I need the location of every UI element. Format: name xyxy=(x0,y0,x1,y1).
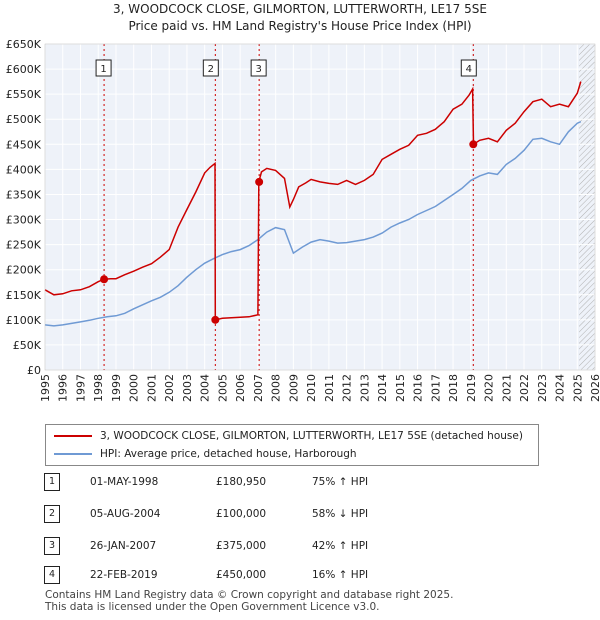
legend-item-property: 3, WOODCOCK CLOSE, GILMORTON, LUTTERWORT… xyxy=(54,428,523,444)
x-tick-label: 2024 xyxy=(554,374,567,402)
y-tick-label: £350K xyxy=(6,188,42,201)
price-chart: £0 £50K £100K £150K £200K £250K £300K £350K £400… xyxy=(6,38,600,402)
y-tick-label: £100K xyxy=(6,314,42,327)
x-tick-label: 2006 xyxy=(234,374,247,402)
x-tick-label: 2004 xyxy=(199,374,212,402)
x-tick-label: 2022 xyxy=(518,374,531,402)
y-tick-label: £50K xyxy=(13,339,42,352)
x-tick-label: 2014 xyxy=(376,374,389,402)
sale-label: 2 xyxy=(202,59,219,77)
y-tick-label: £250K xyxy=(6,239,42,252)
x-tick-label: 2009 xyxy=(287,374,300,402)
sale-number-badge: 2 xyxy=(44,505,60,523)
x-tick-label: 2016 xyxy=(412,374,425,402)
sale-point xyxy=(211,315,220,324)
x-tick-label: 1997 xyxy=(74,374,87,402)
x-tick-label: 2011 xyxy=(323,374,336,402)
sale-date: 26-JAN-2007 xyxy=(90,540,157,552)
y-tick-label: £550K xyxy=(6,88,42,101)
sale-label-box xyxy=(95,59,112,77)
x-tick-label: 2023 xyxy=(536,374,549,402)
legend-swatch-blue xyxy=(54,453,92,455)
y-tick-label: £0 xyxy=(27,364,41,377)
x-tick-label: 2015 xyxy=(394,374,407,402)
x-tick-label: 2020 xyxy=(483,374,496,402)
x-tick-label: 2005 xyxy=(216,374,229,402)
x-tick-label: 1998 xyxy=(92,374,105,402)
sale-label-text: 3 xyxy=(255,64,261,75)
sale-point xyxy=(469,140,478,149)
footer-license: This data is licensed under the Open Gov… xyxy=(45,601,380,613)
sale-hpi-diff: 58% ↓ HPI xyxy=(312,508,369,520)
sale-number-badge: 1 xyxy=(44,473,60,491)
chart-subtitle: Price paid vs. HM Land Registry's House … xyxy=(128,19,472,33)
sale-label-box xyxy=(460,59,477,77)
sale-label-text: 4 xyxy=(466,64,472,75)
sale-date: 05-AUG-2004 xyxy=(90,508,161,520)
footer-copyright: Contains HM Land Registry data © Crown c… xyxy=(45,589,454,601)
sale-date: 01-MAY-1998 xyxy=(90,476,159,488)
sale-hpi-diff: 75% ↑ HPI xyxy=(312,476,369,488)
sale-price: £180,950 xyxy=(216,476,267,488)
sale-price: £450,000 xyxy=(216,569,267,581)
sale-label-box xyxy=(202,59,219,77)
legend-swatch-red xyxy=(54,435,92,437)
x-tick-label: 2001 xyxy=(145,374,158,402)
property-series-line xyxy=(44,81,582,321)
sale-number-badge: 3 xyxy=(44,537,60,555)
x-tick-label: 2026 xyxy=(589,374,600,402)
plot-border xyxy=(44,43,596,371)
y-tick-label: £400K xyxy=(6,163,42,176)
chart-title: 3, WOODCOCK CLOSE, GILMORTON, LUTTERWORT… xyxy=(113,2,487,16)
y-tick-label: £150K xyxy=(6,289,42,302)
hpi-series-line xyxy=(44,121,582,327)
y-tick-label: £300K xyxy=(6,214,42,227)
x-tick-label: 2000 xyxy=(128,374,141,402)
sale-label: 1 xyxy=(95,59,112,77)
sale-price: £100,000 xyxy=(216,508,267,520)
x-tick-label: 2017 xyxy=(429,374,442,402)
sale-label-text: 2 xyxy=(208,64,214,75)
legend-item-hpi: HPI: Average price, detached house, Harb… xyxy=(54,446,357,462)
x-tick-label: 2010 xyxy=(305,374,318,402)
x-tick-label: 2012 xyxy=(341,374,354,402)
x-tick-label: 2025 xyxy=(571,374,584,402)
x-tick-label: 1995 xyxy=(39,374,52,402)
sale-number-badge: 4 xyxy=(44,566,60,584)
legend: 3, WOODCOCK CLOSE, GILMORTON, LUTTERWORT… xyxy=(45,424,539,466)
x-tick-label: 2018 xyxy=(447,374,460,402)
x-tick-label: 2008 xyxy=(270,374,283,402)
x-tick-label: 2021 xyxy=(500,374,513,402)
x-tick-label: 2019 xyxy=(465,374,478,402)
sale-label: 4 xyxy=(460,59,477,77)
forecast-hatch xyxy=(579,44,595,370)
legend-label-property: 3, WOODCOCK CLOSE, GILMORTON, LUTTERWORT… xyxy=(100,430,523,442)
x-tick-label: 2003 xyxy=(181,374,194,402)
sale-date: 22-FEB-2019 xyxy=(90,569,158,581)
sale-label: 3 xyxy=(250,59,267,77)
y-tick-label: £600K xyxy=(6,63,42,76)
x-tick-label: 2002 xyxy=(163,374,176,402)
sale-hpi-diff: 16% ↑ HPI xyxy=(312,569,369,581)
y-tick-label: £650K xyxy=(6,38,42,51)
y-tick-label: £200K xyxy=(6,264,42,277)
sale-hpi-diff: 42% ↑ HPI xyxy=(312,540,369,552)
plot-area xyxy=(45,44,595,370)
x-tick-label: 2007 xyxy=(252,374,265,402)
sale-price: £375,000 xyxy=(216,540,267,552)
sale-point xyxy=(255,177,264,186)
sale-point xyxy=(100,275,109,284)
y-tick-label: £500K xyxy=(6,113,42,126)
sale-label-box xyxy=(250,59,267,77)
x-tick-label: 1999 xyxy=(110,374,123,402)
legend-label-hpi: HPI: Average price, detached house, Harb… xyxy=(100,448,357,460)
x-tick-label: 1996 xyxy=(57,374,70,402)
y-tick-label: £450K xyxy=(6,138,42,151)
sale-label-text: 1 xyxy=(100,64,106,75)
x-tick-label: 2013 xyxy=(358,374,371,402)
